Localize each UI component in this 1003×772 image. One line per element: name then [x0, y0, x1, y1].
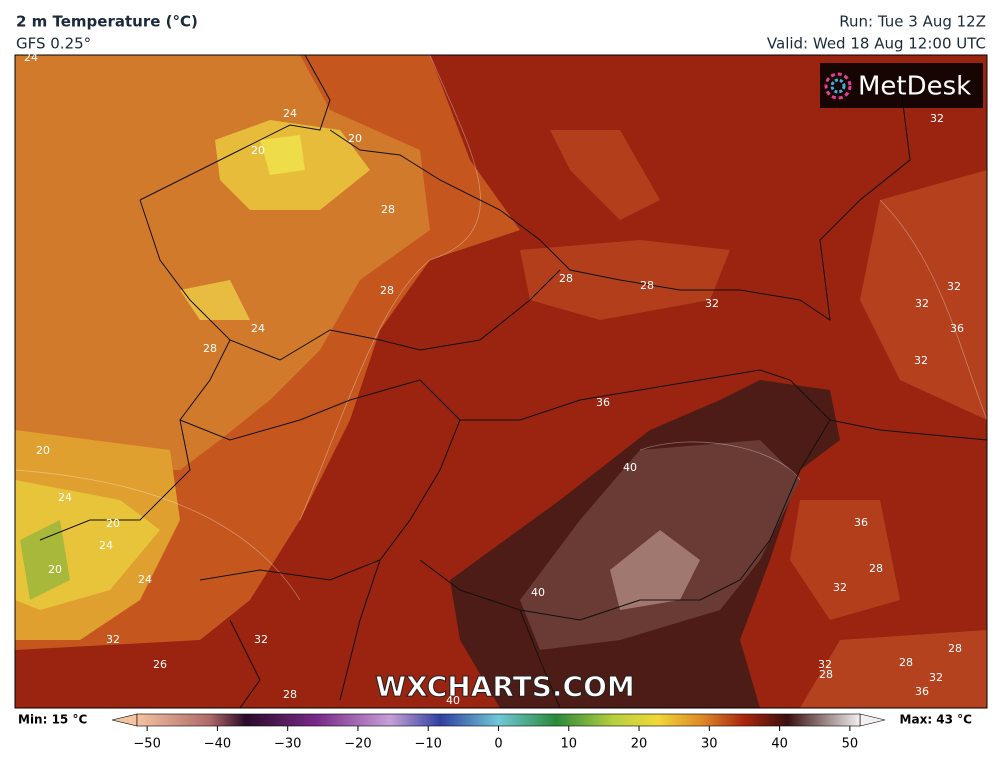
contour-label: 28: [819, 668, 833, 681]
tick-label: 20: [631, 737, 648, 752]
tick-label: 40: [771, 737, 788, 752]
contour-label: 28: [380, 284, 394, 297]
logo-text: MetDesk: [858, 72, 971, 102]
contour-label: 24: [24, 51, 38, 64]
contour-label: 24: [283, 107, 297, 120]
contour-label: 36: [596, 396, 610, 409]
contour-label: 20: [348, 132, 362, 145]
contour-label: 32: [915, 297, 929, 310]
contour-label: 32: [818, 658, 832, 671]
contour-label: 24: [138, 573, 152, 586]
contour-label: 20: [48, 563, 62, 576]
tick-label: 10: [560, 737, 577, 752]
tick-label: 0: [494, 737, 502, 752]
contour-label: 20: [251, 144, 265, 157]
contour-label: 28: [203, 342, 217, 355]
contour-label: 28: [640, 279, 654, 292]
contour-label: 28: [869, 562, 883, 575]
run: Run: Tue 3 Aug 12Z: [839, 13, 986, 31]
model: GFS 0.25°: [16, 35, 91, 53]
contour-label: 28: [899, 656, 913, 669]
contour-label: 32: [833, 581, 847, 594]
contour-label: 32: [947, 280, 961, 293]
contour-label: 32: [914, 354, 928, 367]
contour-label: 26: [153, 658, 167, 671]
contour-label: 32: [929, 671, 943, 684]
min-label: Min: 15 °C: [18, 713, 87, 727]
contour-label: 20: [36, 444, 50, 457]
colorbar: Min: 15 °C Max: 43 °C −50 −40 −30 −20 −10 0 10…: [18, 713, 972, 752]
contour-label: 36: [854, 516, 868, 529]
contour-label: 24: [251, 322, 265, 335]
contour-label: 20: [106, 517, 120, 530]
contour-label: 32: [705, 297, 719, 310]
contour-label: 40: [623, 461, 637, 474]
tick-label: −40: [204, 737, 231, 752]
title: 2 m Temperature (°C): [16, 13, 198, 31]
contour-label: 24: [58, 491, 72, 504]
tick-label: −10: [415, 737, 442, 752]
tick-label: −30: [274, 737, 301, 752]
watermark: WXCHARTS.COM: [375, 670, 635, 703]
contour-label: 40: [531, 586, 545, 599]
map: MetDesk WXCHARTS.COM 24 24 20 20 28 28 24 28 28 2…: [14, 51, 988, 709]
contour-label: 32: [254, 633, 268, 646]
logo-icon: [824, 72, 852, 100]
tick-label: −20: [344, 737, 371, 752]
contour-label: 28: [283, 688, 297, 701]
tick-label: −50: [133, 737, 160, 752]
contour-label: 24: [99, 539, 113, 552]
contour-label: 32: [930, 112, 944, 125]
contour-label: 36: [950, 322, 964, 335]
tick-label: 50: [842, 737, 859, 752]
contour-label: 28: [381, 203, 395, 216]
contour-label: 36: [915, 685, 929, 698]
valid-time: Valid: Wed 18 Aug 12:00 UTC: [767, 35, 986, 53]
contour-label: 32: [106, 633, 120, 646]
contour-label: 28: [559, 272, 573, 285]
tick-label: 30: [701, 737, 718, 752]
contour-label: 28: [948, 642, 962, 655]
max-label: Max: 43 °C: [900, 713, 973, 727]
contour-label: 40: [446, 694, 460, 707]
